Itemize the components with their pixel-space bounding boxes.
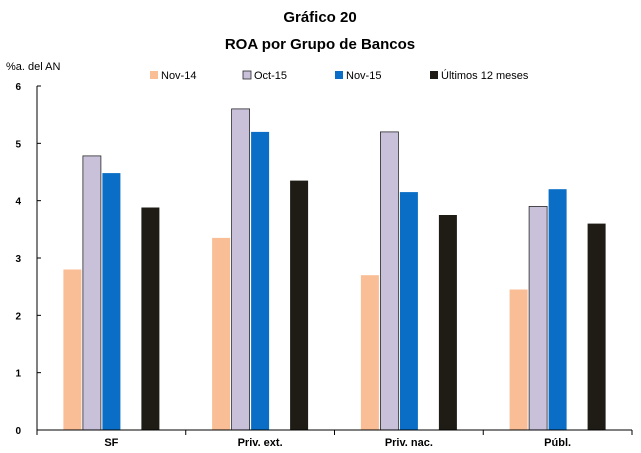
chart-subtitle: ROA por Grupo de Bancos [225,36,415,53]
legend-swatch [150,71,158,79]
bar [528,205,548,431]
bars [63,108,606,431]
legend: Nov-14 Oct-15 Nov-15 Últimos 12 meses [150,69,529,82]
bar [360,275,379,430]
y-tick-label: 4 [15,197,21,208]
bar [102,173,121,430]
bar [63,269,82,430]
legend-swatch [242,70,252,80]
bar [509,289,528,430]
legend-label: Últimos 12 meses [441,69,529,82]
x-tick-label: Priv. ext. [238,437,283,449]
bar [399,192,418,430]
x-tick-label: SF [104,437,118,449]
y-tick-label: 0 [15,426,21,437]
bar [141,207,160,430]
bar [82,155,102,431]
legend-swatch [335,71,343,79]
y-tick-label: 6 [15,82,21,93]
y-tick-label: 5 [15,139,21,150]
y-tick-label: 2 [15,311,21,322]
y-axis-unit-label: %a. del AN [6,61,60,73]
bar [251,131,270,430]
legend-swatch [430,71,438,79]
axes: 0 1 2 3 4 5 6 SF Priv. ext. Priv. nac. Públ. [15,82,633,449]
y-tick-label: 1 [15,369,21,380]
legend-label: Nov-14 [161,70,196,82]
bar [438,215,457,430]
y-tick-label: 3 [15,254,21,265]
chart-title: Gráfico 20 [283,9,356,26]
bar [587,223,606,430]
legend-label: Nov-15 [346,70,381,82]
x-tick-label: Priv. nac. [385,437,433,449]
bar [231,108,251,431]
bar [212,237,231,430]
bar [548,189,567,430]
bar [379,131,399,431]
legend-label: Oct-15 [254,70,287,82]
bar [290,180,309,430]
x-tick-label: Públ. [544,437,571,449]
